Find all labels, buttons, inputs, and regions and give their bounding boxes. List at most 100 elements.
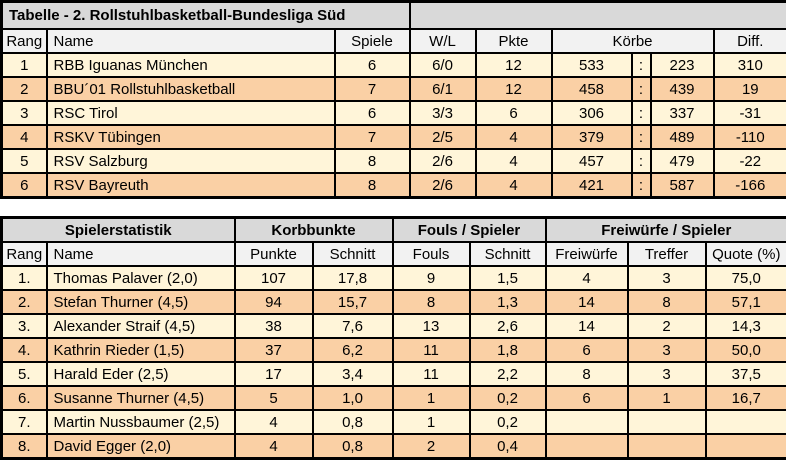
baskets-for-cell: 379: [552, 125, 632, 149]
points-cell: 17: [235, 362, 313, 386]
col-header-koerbe: Körbe: [552, 29, 714, 53]
freethrows-cell: 14: [546, 314, 628, 338]
player-row: 1. Thomas Palaver (2,0) 107 17,8 9 1,5 4…: [2, 266, 786, 290]
points-avg-cell: 3,4: [313, 362, 393, 386]
standings-row: 5 RSV Salzburg 8 2/6 4 457 : 479 -22: [2, 149, 786, 173]
colon-separator: :: [632, 125, 651, 149]
fouls-avg-cell: 2,6: [470, 314, 546, 338]
points-cell: 4: [476, 149, 552, 173]
col-header-pkte: Pkte: [476, 29, 552, 53]
hits-cell: 8: [628, 290, 706, 314]
freethrows-cell: 14: [546, 290, 628, 314]
colon-separator: :: [632, 101, 651, 125]
colon-separator: :: [632, 53, 651, 77]
rank-cell: 3: [2, 101, 47, 125]
team-name-cell: RSV Bayreuth: [47, 173, 335, 198]
group-header-freiwuerfe: Freiwürfe / Spieler: [546, 218, 786, 243]
rank-cell: 2.: [2, 290, 47, 314]
hits-cell: 3: [628, 266, 706, 290]
standings-row: 1 RBB Iguanas München 6 6/0 12 533 : 223…: [2, 53, 786, 77]
points-cell: 38: [235, 314, 313, 338]
points-cell: 12: [476, 53, 552, 77]
rank-cell: 6: [2, 173, 47, 198]
standings-table: Tabelle - 2. Rollstuhlbasketball-Bundesl…: [0, 0, 786, 199]
baskets-for-cell: 457: [552, 149, 632, 173]
col-header-name: Name: [47, 242, 235, 266]
team-name-cell: RSV Salzburg: [47, 149, 335, 173]
fouls-avg-cell: 0,2: [470, 410, 546, 434]
games-cell: 8: [335, 149, 410, 173]
rank-cell: 5.: [2, 362, 47, 386]
diff-cell: -166: [714, 173, 786, 198]
baskets-for-cell: 533: [552, 53, 632, 77]
col-header-schnitt: Schnitt: [313, 242, 393, 266]
standings-title: Tabelle - 2. Rollstuhlbasketball-Bundesl…: [2, 2, 410, 30]
fouls-avg-cell: 1,3: [470, 290, 546, 314]
hits-cell: [628, 410, 706, 434]
empty-header-cell: [410, 2, 786, 30]
player-row: 6. Susanne Thurner (4,5) 5 1,0 1 0,2 6 1…: [2, 386, 786, 410]
points-avg-cell: 6,2: [313, 338, 393, 362]
quota-cell: 57,1: [706, 290, 786, 314]
player-name-cell: Stefan Thurner (4,5): [47, 290, 235, 314]
fouls-cell: 9: [393, 266, 470, 290]
winloss-cell: 6/0: [410, 53, 476, 77]
points-cell: 4: [235, 410, 313, 434]
freethrows-cell: 4: [546, 266, 628, 290]
winloss-cell: 6/1: [410, 77, 476, 101]
players-header-row: Rang Name Punkte Schnitt Fouls Schnitt F…: [2, 242, 786, 266]
team-name-cell: BBU´01 Rollstuhlbasketball: [47, 77, 335, 101]
points-avg-cell: 17,8: [313, 266, 393, 290]
team-name-cell: RSC Tirol: [47, 101, 335, 125]
baskets-for-cell: 421: [552, 173, 632, 198]
col-header-diff: Diff.: [714, 29, 786, 53]
rank-cell: 5: [2, 149, 47, 173]
diff-cell: -31: [714, 101, 786, 125]
baskets-against-cell: 223: [651, 53, 714, 77]
rank-cell: 7.: [2, 410, 47, 434]
col-header-spiele: Spiele: [335, 29, 410, 53]
winloss-cell: 2/6: [410, 149, 476, 173]
col-header-fouls-schnitt: Schnitt: [470, 242, 546, 266]
freethrows-cell: 6: [546, 386, 628, 410]
quota-cell: 75,0: [706, 266, 786, 290]
points-cell: 4: [235, 434, 313, 459]
diff-cell: -22: [714, 149, 786, 173]
rank-cell: 2: [2, 77, 47, 101]
standings-row: 6 RSV Bayreuth 8 2/6 4 421 : 587 -166: [2, 173, 786, 198]
freethrows-cell: [546, 434, 628, 459]
col-header-rang: Rang: [2, 242, 47, 266]
col-header-name: Name: [47, 29, 335, 53]
player-name-cell: Kathrin Rieder (1,5): [47, 338, 235, 362]
hits-cell: 3: [628, 338, 706, 362]
quota-cell: [706, 434, 786, 459]
hits-cell: 3: [628, 362, 706, 386]
player-name-cell: Susanne Thurner (4,5): [47, 386, 235, 410]
baskets-against-cell: 439: [651, 77, 714, 101]
col-header-quote: Quote (%): [706, 242, 786, 266]
colon-separator: :: [632, 77, 651, 101]
rank-cell: 4.: [2, 338, 47, 362]
players-table: Spielerstatistik Korbbunkte Fouls / Spie…: [0, 216, 786, 460]
fouls-cell: 13: [393, 314, 470, 338]
rank-cell: 1.: [2, 266, 47, 290]
quota-cell: 14,3: [706, 314, 786, 338]
points-avg-cell: 0,8: [313, 434, 393, 459]
baskets-against-cell: 479: [651, 149, 714, 173]
rank-cell: 1: [2, 53, 47, 77]
hits-cell: 2: [628, 314, 706, 338]
players-body: 1. Thomas Palaver (2,0) 107 17,8 9 1,5 4…: [2, 266, 786, 459]
points-avg-cell: 0,8: [313, 410, 393, 434]
players-group-header-row: Spielerstatistik Korbbunkte Fouls / Spie…: [2, 218, 786, 243]
winloss-cell: 2/6: [410, 173, 476, 198]
fouls-avg-cell: 0,4: [470, 434, 546, 459]
baskets-for-cell: 306: [552, 101, 632, 125]
standings-body: 1 RBB Iguanas München 6 6/0 12 533 : 223…: [2, 53, 786, 198]
player-row: 5. Harald Eder (2,5) 17 3,4 11 2,2 8 3 3…: [2, 362, 786, 386]
standings-row: 3 RSC Tirol 6 3/3 6 306 : 337 -31: [2, 101, 786, 125]
points-cell: 94: [235, 290, 313, 314]
quota-cell: 50,0: [706, 338, 786, 362]
player-row: 7. Martin Nussbaumer (2,5) 4 0,8 1 0,2: [2, 410, 786, 434]
rank-cell: 6.: [2, 386, 47, 410]
quota-cell: 37,5: [706, 362, 786, 386]
